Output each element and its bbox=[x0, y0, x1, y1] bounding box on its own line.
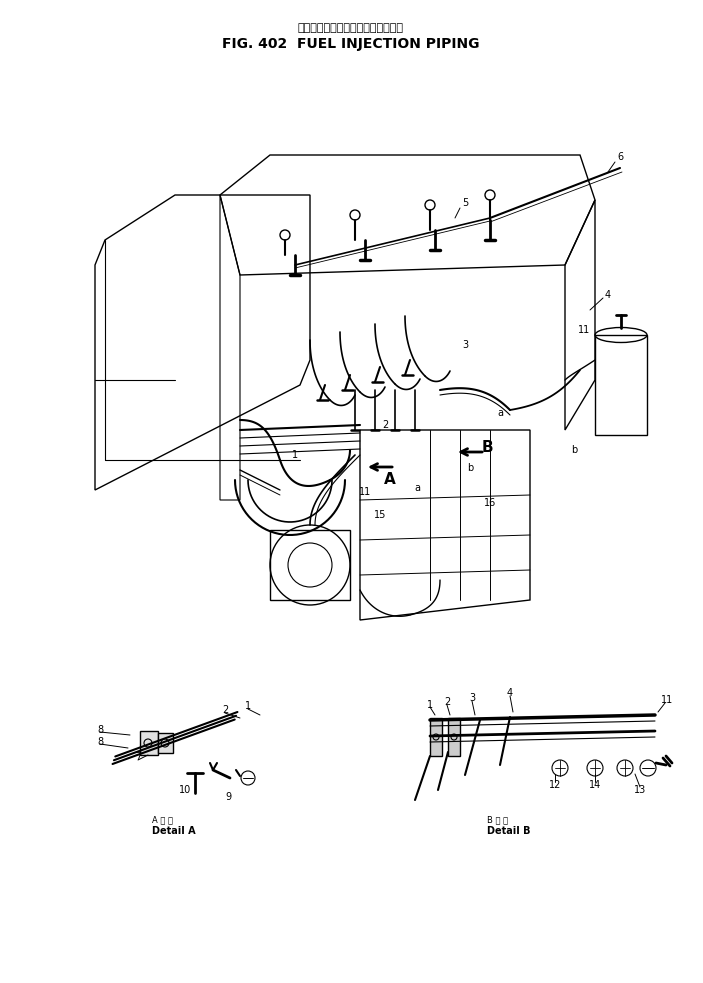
Text: 9: 9 bbox=[225, 792, 231, 802]
Bar bbox=[140, 731, 158, 755]
Text: 2: 2 bbox=[382, 420, 388, 430]
Text: B 詳 細: B 詳 細 bbox=[487, 816, 508, 825]
Text: 11: 11 bbox=[359, 487, 371, 497]
Text: 4: 4 bbox=[605, 290, 611, 300]
Text: 8: 8 bbox=[97, 737, 103, 747]
Text: 7: 7 bbox=[135, 752, 141, 762]
Text: 8: 8 bbox=[97, 725, 103, 735]
Text: 1: 1 bbox=[427, 700, 433, 710]
Text: 11: 11 bbox=[661, 695, 673, 705]
Text: b: b bbox=[571, 445, 577, 455]
Text: 1: 1 bbox=[292, 450, 298, 460]
Text: 6: 6 bbox=[617, 152, 623, 162]
Text: 5: 5 bbox=[462, 198, 468, 208]
Text: 2: 2 bbox=[444, 697, 450, 707]
Text: 15: 15 bbox=[374, 510, 386, 520]
Text: a: a bbox=[414, 483, 420, 493]
Text: b: b bbox=[467, 463, 473, 473]
Text: 13: 13 bbox=[634, 785, 646, 795]
Text: 3: 3 bbox=[469, 693, 475, 703]
Bar bbox=[158, 733, 173, 753]
Text: 10: 10 bbox=[179, 785, 191, 795]
Text: 4: 4 bbox=[507, 688, 513, 698]
Text: A: A bbox=[384, 473, 396, 488]
Text: Detail A: Detail A bbox=[152, 826, 195, 836]
Bar bbox=[430, 718, 442, 756]
Text: 1: 1 bbox=[245, 701, 251, 711]
Text: 2: 2 bbox=[222, 705, 228, 715]
Text: 14: 14 bbox=[589, 780, 601, 790]
Text: 12: 12 bbox=[549, 780, 561, 790]
Text: 3: 3 bbox=[462, 340, 468, 350]
Text: フェルインジェクションパイピング: フェルインジェクションパイピング bbox=[298, 23, 404, 33]
Text: B: B bbox=[481, 439, 493, 454]
Text: a: a bbox=[497, 408, 503, 418]
Bar bbox=[448, 718, 460, 756]
Text: FIG. 402  FUEL INJECTION PIPING: FIG. 402 FUEL INJECTION PIPING bbox=[222, 37, 479, 51]
Bar bbox=[595, 335, 647, 435]
Text: Detail B: Detail B bbox=[487, 826, 531, 836]
Text: 16: 16 bbox=[484, 498, 496, 508]
Text: 11: 11 bbox=[578, 325, 590, 335]
Text: A 詳 細: A 詳 細 bbox=[152, 816, 173, 825]
